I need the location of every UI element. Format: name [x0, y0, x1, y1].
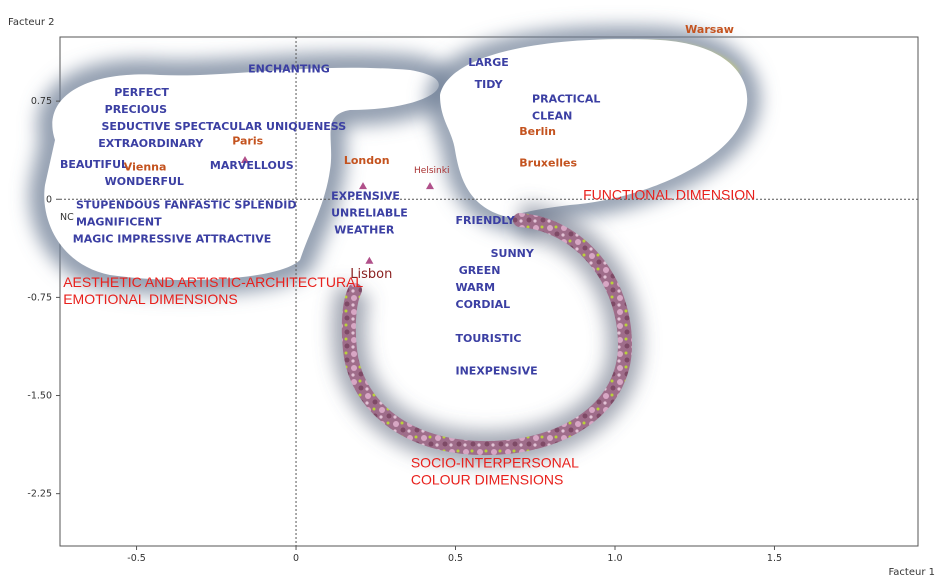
term-label: TIDY [475, 78, 504, 91]
city-label: Vienna [124, 160, 167, 173]
aesthetic-blob-fill [44, 67, 439, 281]
city-marker [359, 182, 368, 190]
term-label: CLEAN [532, 109, 572, 122]
dimension-labels: AESTHETIC AND ARTISTIC-ARCHITECTURAL EMOT… [63, 186, 755, 487]
y-tick-label: -0.75 [27, 292, 52, 303]
dimension-label: SOCIO-INTERPERSONAL COLOUR DIMENSIONS [411, 454, 579, 487]
term-label: WEATHER [334, 223, 395, 236]
term-label: MAGNIFICENT [76, 215, 162, 228]
y-tick-label: -2.25 [27, 489, 52, 500]
city-label: Paris [232, 134, 263, 147]
term-label: MARVELLOUS [210, 159, 294, 172]
city-label: London [344, 154, 390, 167]
dimension-label: AESTHETIC AND ARTISTIC-ARCHITECTURAL EMOT… [63, 274, 363, 307]
stray-labels: NC [60, 212, 74, 223]
term-label: PRECIOUS [105, 103, 167, 116]
x-axis-ticks: -0.5 0 0.5 1.0 1.5 [127, 546, 782, 564]
term-labels: ENCHANTING PERFECT PRECIOUS SEDUCTIVE SPECT… [60, 56, 600, 378]
x-tick-label: 1.0 [607, 553, 622, 564]
term-label: FRIENDLY [456, 214, 516, 227]
y-tick-label: 0.75 [31, 96, 52, 107]
x-tick-label: -0.5 [127, 553, 146, 564]
term-label: EXTRAORDINARY [98, 137, 204, 150]
term-label: UNRELIABLE [331, 206, 408, 219]
term-label: WONDERFUL [105, 175, 184, 188]
city-markers [240, 155, 434, 264]
term-label: SUNNY [491, 247, 535, 260]
term-label: PERFECT [114, 86, 169, 99]
term-label: TOURISTIC [456, 332, 522, 345]
city-label: Warsaw [685, 23, 734, 36]
city-label: Berlin [519, 125, 556, 138]
city-label: Helsinki [414, 166, 449, 176]
x-axis-title: Facteur 1 [888, 567, 935, 578]
socio-flower-ring [341, 213, 633, 456]
city-marker [365, 256, 374, 264]
city-label: Lisbon [350, 267, 392, 282]
stray-label: NC [60, 212, 74, 223]
blob-overlays [29, 26, 761, 466]
city-label: Bruxelles [519, 157, 577, 170]
dimension-label: FUNCTIONAL DIMENSION [583, 186, 755, 202]
term-label: MAGIC IMPRESSIVE ATTRACTIVE [73, 232, 271, 245]
y-axis-title: Facteur 2 [8, 17, 55, 28]
term-label: STUPENDOUS FANFASTIC SPLENDID [76, 198, 297, 211]
term-label: WARM [456, 281, 496, 294]
term-label: ENCHANTING [248, 62, 330, 75]
term-label: PRACTICAL [532, 92, 600, 105]
y-axis-ticks: 0.75 0 -0.75 -1.50 -2.25 [27, 96, 60, 500]
term-label: SEDUCTIVE SPECTACULAR UNIQUENESS [101, 120, 346, 133]
term-label: EXPENSIVE [331, 189, 400, 202]
city-marker [425, 182, 434, 190]
x-tick-label: 0 [293, 553, 299, 564]
city-labels: Paris Vienna London Helsinki Berlin Bruxelles… [124, 23, 734, 282]
term-label: CORDIAL [456, 298, 511, 311]
term-label: INEXPENSIVE [456, 365, 538, 378]
term-label: GREEN [459, 264, 501, 277]
x-tick-label: 1.5 [767, 553, 782, 564]
term-label: LARGE [468, 56, 509, 69]
functional-blob-fill [440, 39, 748, 218]
x-tick-label: 0.5 [448, 553, 463, 564]
term-label: BEAUTIFUL [60, 158, 128, 171]
y-tick-label: 0 [46, 194, 52, 205]
y-tick-label: -1.50 [27, 391, 52, 402]
city-marker [240, 155, 249, 163]
